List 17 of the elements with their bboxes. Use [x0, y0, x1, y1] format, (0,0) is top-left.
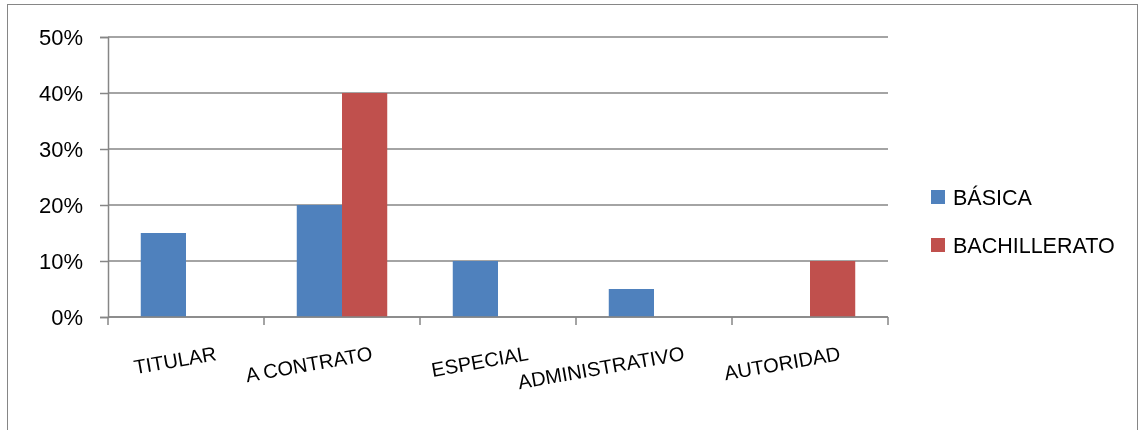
bar — [342, 93, 388, 317]
y-tick-label: 40% — [38, 81, 83, 107]
legend-label: BACHILLERATO — [953, 233, 1115, 258]
x-tick-label: AUTORIDAD — [722, 342, 842, 385]
bar — [608, 289, 654, 317]
y-tick-label: 0% — [51, 305, 83, 331]
bar — [140, 233, 186, 317]
bar — [296, 205, 342, 317]
y-tick-label: 30% — [38, 137, 83, 163]
y-tick-label: 20% — [38, 193, 83, 219]
y-tick-label: 50% — [38, 25, 83, 51]
bar — [452, 261, 498, 317]
x-tick-label: A CONTRATO — [243, 342, 374, 387]
x-tick-label: TITULAR — [132, 342, 218, 379]
legend-label: BÁSICA — [953, 184, 1033, 210]
bar — [810, 261, 856, 317]
y-tick-label: 10% — [38, 249, 83, 275]
